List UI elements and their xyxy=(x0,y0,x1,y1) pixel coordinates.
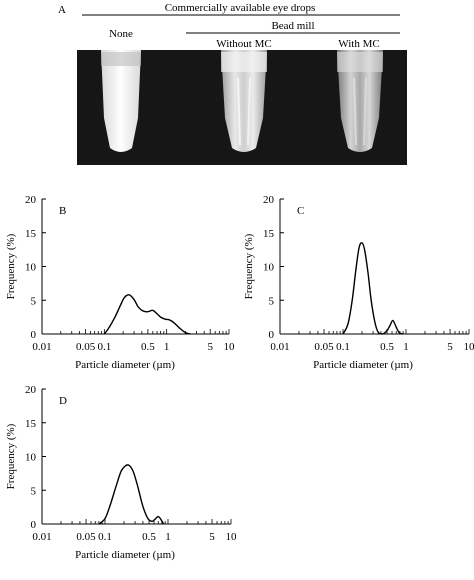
y-tick-label: 0 xyxy=(269,329,275,341)
x-axis-title: Particle diameter (µm) xyxy=(313,359,413,371)
series-line xyxy=(98,464,165,525)
y-axis-title: Frequency (%) xyxy=(243,233,255,299)
x-tick-label: 0.1 xyxy=(336,341,350,353)
panel-letter: B xyxy=(59,205,66,217)
tube-without-mc xyxy=(221,50,267,152)
y-tick-label: 0 xyxy=(31,519,37,531)
x-tick-label: 5 xyxy=(209,531,215,543)
x-tick-label: 0.5 xyxy=(141,341,155,353)
y-tick-label: 10 xyxy=(263,262,275,274)
x-tick-label: 1 xyxy=(164,341,170,353)
x-tick-label: 0.05 xyxy=(76,531,96,543)
panel-a: A Commercially available eye drops Bead … xyxy=(58,2,407,165)
y-tick-label: 15 xyxy=(25,418,37,430)
y-tick-label: 5 xyxy=(269,295,275,307)
x-tick-label: 0.01 xyxy=(32,341,51,353)
y-tick-label: 20 xyxy=(25,384,37,396)
x-tick-label: 5 xyxy=(207,341,213,353)
panel-letter: C xyxy=(297,205,304,217)
y-axis-title: Frequency (%) xyxy=(5,233,17,299)
x-tick-label: 0.05 xyxy=(76,341,96,353)
x-tick-label: 1 xyxy=(165,531,171,543)
y-tick-label: 15 xyxy=(263,228,275,240)
panel-a-subheader: Bead mill xyxy=(271,20,314,32)
panel-a-letter: A xyxy=(58,4,66,16)
x-tick-label: 5 xyxy=(447,341,453,353)
x-tick-label: 0.05 xyxy=(314,341,334,353)
tube-none xyxy=(101,50,141,152)
y-tick-label: 20 xyxy=(25,194,37,206)
group-label-with-mc: With MC xyxy=(338,38,379,50)
x-tick-label: 0.5 xyxy=(380,341,394,353)
x-tick-label: 1 xyxy=(403,341,409,353)
panel-letter: D xyxy=(59,395,67,407)
y-tick-label: 10 xyxy=(25,452,37,464)
x-tick-label: 10 xyxy=(224,341,236,353)
x-axis-title: Particle diameter (µm) xyxy=(75,549,175,561)
tube-with-mc xyxy=(337,50,383,152)
y-tick-label: 0 xyxy=(31,329,37,341)
series-line xyxy=(342,242,404,335)
y-tick-label: 10 xyxy=(25,262,37,274)
y-tick-label: 20 xyxy=(263,194,275,206)
x-tick-label: 0.5 xyxy=(142,531,156,543)
group-label-without-mc: Without MC xyxy=(216,38,271,50)
x-tick-label: 0.1 xyxy=(98,531,112,543)
group-label-none: None xyxy=(109,28,133,40)
x-tick-label: 0.01 xyxy=(270,341,289,353)
x-tick-label: 10 xyxy=(464,341,474,353)
x-tick-label: 0.01 xyxy=(32,531,51,543)
y-axis-title: Frequency (%) xyxy=(5,423,17,489)
series-line xyxy=(103,294,191,335)
x-tick-label: 0.1 xyxy=(97,341,111,353)
x-axis-title: Particle diameter (µm) xyxy=(75,359,175,371)
x-tick-label: 10 xyxy=(226,531,238,543)
y-tick-label: 5 xyxy=(31,295,37,307)
panel-a-header: Commercially available eye drops xyxy=(165,2,316,14)
y-tick-label: 15 xyxy=(25,228,37,240)
y-tick-label: 5 xyxy=(31,485,37,497)
